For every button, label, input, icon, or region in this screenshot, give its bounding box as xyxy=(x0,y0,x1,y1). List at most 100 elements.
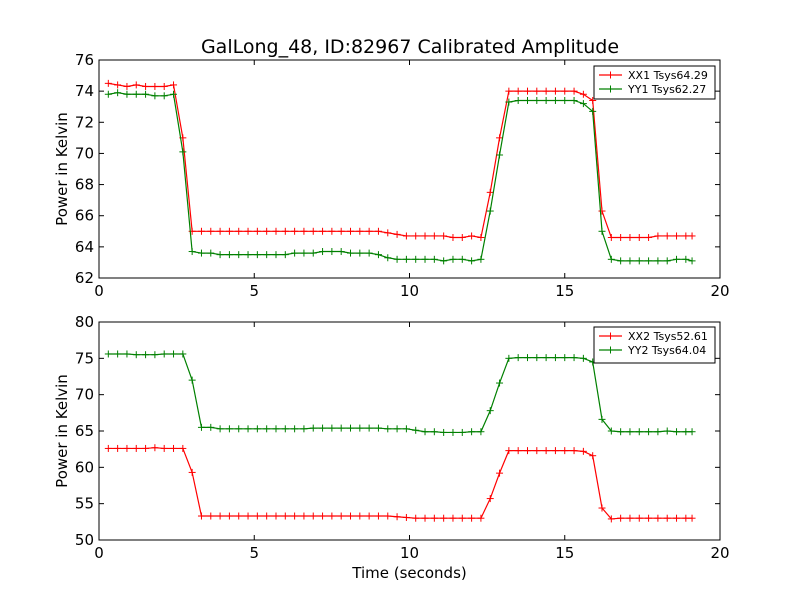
data-point xyxy=(561,354,569,362)
data-point xyxy=(505,354,513,362)
data-point xyxy=(216,512,224,520)
data-point xyxy=(570,447,578,455)
data-point xyxy=(356,249,364,257)
data-point xyxy=(533,447,541,455)
data-point xyxy=(421,428,429,436)
data-point xyxy=(300,249,308,257)
data-point xyxy=(319,512,327,520)
data-point xyxy=(132,444,140,452)
data-point xyxy=(496,134,504,142)
data-point xyxy=(328,248,336,256)
data-point xyxy=(430,232,438,240)
data-point xyxy=(123,90,131,98)
x-tick-label: 0 xyxy=(94,544,104,562)
data-point xyxy=(272,227,280,235)
data-point xyxy=(440,232,448,240)
data-point xyxy=(235,512,243,520)
data-point xyxy=(663,427,671,435)
data-point xyxy=(458,234,466,242)
data-point xyxy=(440,514,448,522)
data-point xyxy=(412,514,420,522)
data-point xyxy=(225,251,233,259)
data-point xyxy=(374,251,382,259)
data-point xyxy=(626,234,634,242)
data-point xyxy=(598,207,606,215)
data-point xyxy=(300,227,308,235)
data-point xyxy=(235,251,243,259)
data-point xyxy=(104,350,112,358)
y-tick-label: 68 xyxy=(75,176,94,194)
data-point xyxy=(393,513,401,521)
data-point xyxy=(496,151,504,159)
data-point xyxy=(132,90,140,98)
data-point xyxy=(132,351,140,359)
data-point xyxy=(673,232,681,240)
data-point xyxy=(197,512,205,520)
data-point xyxy=(635,234,643,242)
y-tick-label: 76 xyxy=(75,51,94,69)
data-point xyxy=(142,351,150,359)
legend-item: XX1 Tsys64.29 xyxy=(599,69,708,82)
data-point xyxy=(468,514,476,522)
data-point xyxy=(114,350,122,358)
data-point xyxy=(533,87,541,95)
data-point xyxy=(430,255,438,263)
data-point xyxy=(384,254,392,262)
data-point xyxy=(384,512,392,520)
data-point xyxy=(412,426,420,434)
data-point xyxy=(160,350,168,358)
data-point xyxy=(514,447,522,455)
data-point xyxy=(412,232,420,240)
data-point xyxy=(365,227,373,235)
data-point xyxy=(356,512,364,520)
data-point xyxy=(607,234,615,242)
data-point xyxy=(523,87,531,95)
data-point xyxy=(300,425,308,433)
data-point xyxy=(244,251,252,259)
data-point xyxy=(309,512,317,520)
data-point xyxy=(393,255,401,263)
data-point xyxy=(291,512,299,520)
legend-item: XX2 Tsys52.61 xyxy=(599,330,708,343)
data-point xyxy=(365,249,373,257)
data-point xyxy=(225,512,233,520)
data-point xyxy=(430,428,438,436)
legend-label: XX1 Tsys64.29 xyxy=(628,69,708,82)
data-point xyxy=(179,444,187,452)
y-tick-label: 55 xyxy=(75,495,94,513)
series-1 xyxy=(104,79,696,242)
data-point xyxy=(281,227,289,235)
data-point xyxy=(523,447,531,455)
data-point xyxy=(123,444,131,452)
y-tick-label: 70 xyxy=(75,144,94,162)
y-tick-label: 72 xyxy=(75,113,94,131)
data-point xyxy=(374,512,382,520)
data-point xyxy=(104,79,112,87)
data-point xyxy=(356,424,364,432)
data-point xyxy=(663,232,671,240)
data-point xyxy=(688,232,696,240)
data-point xyxy=(561,87,569,95)
data-point xyxy=(458,428,466,436)
data-point xyxy=(253,425,261,433)
legend-box xyxy=(593,65,716,100)
data-point xyxy=(142,82,150,90)
data-point xyxy=(412,255,420,263)
data-point xyxy=(309,249,317,257)
data-point xyxy=(645,428,653,436)
data-point xyxy=(347,512,355,520)
data-point xyxy=(533,354,541,362)
data-point xyxy=(263,251,271,259)
data-point xyxy=(365,512,373,520)
data-point xyxy=(477,255,485,263)
data-point xyxy=(272,425,280,433)
y-tick-label: 80 xyxy=(75,313,94,331)
data-point xyxy=(514,354,522,362)
data-point xyxy=(430,514,438,522)
plots: 0 5 10 15 20 62 64 66 68 70 72 74 76 Power in Kelvin X… xyxy=(53,51,730,582)
data-point xyxy=(626,514,634,522)
data-point xyxy=(635,514,643,522)
